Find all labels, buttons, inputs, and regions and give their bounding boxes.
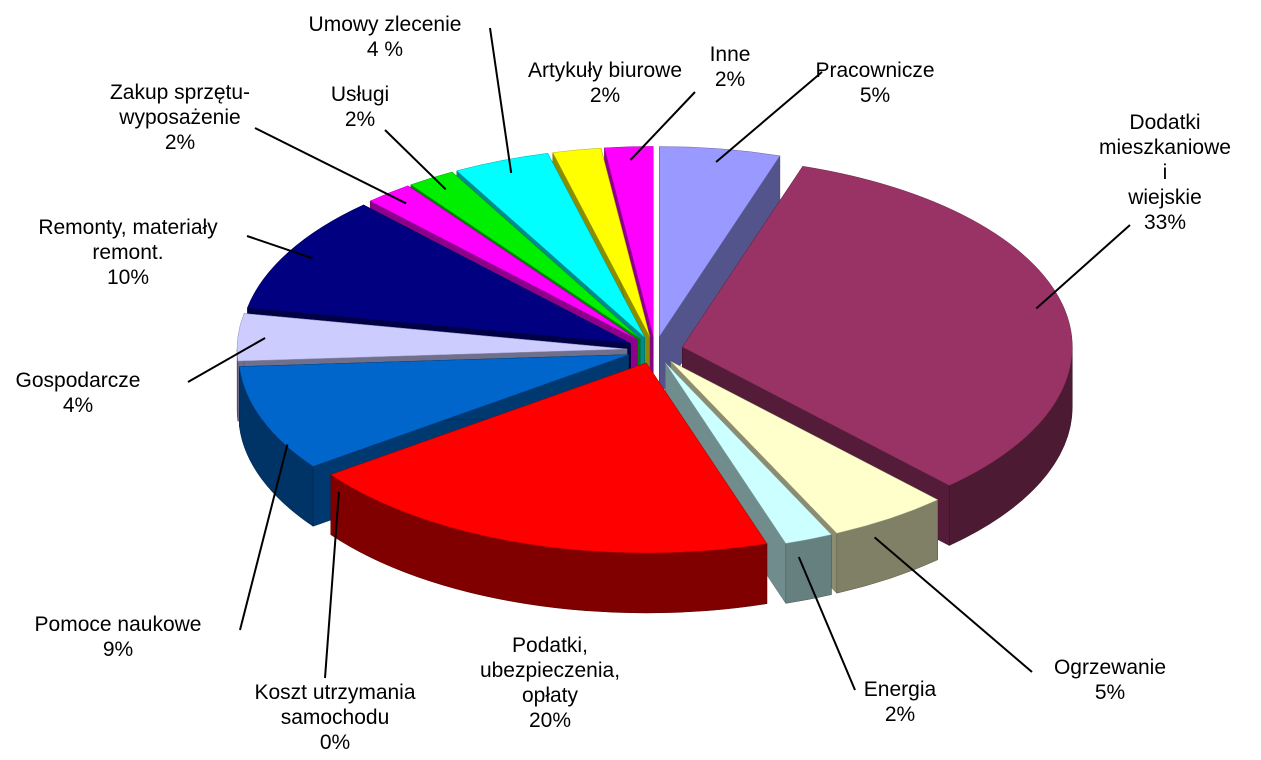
pie-slice <box>239 354 629 467</box>
pie-slice <box>659 146 781 338</box>
slice-label: Podatki, ubezpieczenia, opłaty 20% <box>480 633 620 733</box>
value-label: 2% <box>714 68 746 91</box>
leader-line <box>629 91 696 161</box>
slice-label: Umowy zlecenie 4 % <box>309 12 462 62</box>
pie-slice <box>681 166 1073 486</box>
slice-label: Artykuły biurowe 2% <box>528 58 682 108</box>
pie-slice <box>670 361 939 534</box>
slice-label: Inne 2% <box>710 42 751 92</box>
value-label: 20% <box>528 709 572 732</box>
value-label: 0% <box>319 731 351 754</box>
value-label: 2% <box>884 703 916 726</box>
slice-label: Remonty, materiały remont. 10% <box>38 215 217 290</box>
pie-slice <box>456 153 645 338</box>
category-label: Umowy zlecenie <box>308 13 462 36</box>
category-label: Remonty, materiały remont. <box>38 216 218 264</box>
leader-line <box>254 127 407 205</box>
category-label: Koszt utrzymania samochodu <box>254 681 416 729</box>
slice-label: Koszt utrzymania samochodu 0% <box>254 680 415 755</box>
category-label: Ogrzewanie <box>1053 656 1167 679</box>
leader-line <box>489 27 513 174</box>
category-label: Energia <box>863 678 937 701</box>
value-label: 4% <box>62 394 94 417</box>
pie-slice <box>665 362 832 544</box>
slice-label: Pomoce naukowe 9% <box>35 612 202 662</box>
value-label: 2% <box>164 131 196 154</box>
value-label: 5% <box>1094 681 1126 704</box>
slice-label: Usługi 2% <box>331 82 389 132</box>
slice-label: Dodatki mieszkaniowe i wiejskie 33% <box>1099 110 1231 235</box>
category-label: Usługi <box>330 83 390 106</box>
pie-slice <box>410 171 641 339</box>
slice-side <box>785 534 832 604</box>
slice-label: Zakup sprzętu- wyposażenie 2% <box>110 80 250 155</box>
category-label: Podatki, ubezpieczenia, opłaty <box>479 634 621 707</box>
leader-line <box>246 235 313 260</box>
category-label: Pomoce naukowe <box>34 613 202 636</box>
pie-slice <box>552 147 651 337</box>
slice-label: Energia 2% <box>864 677 936 727</box>
leader-line <box>873 536 1033 673</box>
category-label: Dodatki mieszkaniowe i wiejskie <box>1099 111 1231 209</box>
leader-line <box>384 129 447 191</box>
pie-slice <box>247 204 631 344</box>
slice-label: Gospodarcze 4% <box>16 368 141 418</box>
value-label: 33% <box>1143 211 1187 234</box>
value-label: 2% <box>589 84 621 107</box>
leader-line <box>797 556 856 691</box>
leader-line <box>239 444 289 631</box>
leader-line <box>1035 224 1131 310</box>
pie-slice <box>369 185 638 340</box>
leader-line <box>187 337 266 383</box>
slice-label: Ogrzewanie 5% <box>1054 655 1166 705</box>
pie-slice <box>330 362 768 554</box>
pie-slice <box>604 146 654 337</box>
value-label: 4 % <box>366 38 404 61</box>
leader-line <box>715 71 823 163</box>
slice-label: Pracownicze 5% <box>815 58 934 108</box>
category-label: Zakup sprzętu- wyposażenie <box>109 81 251 129</box>
category-label: Pracownicze <box>815 59 935 82</box>
leader-line <box>324 491 340 679</box>
category-label: Gospodarcze <box>15 369 141 392</box>
category-label: Artykuły biurowe <box>527 59 683 82</box>
value-label: 5% <box>859 84 891 107</box>
value-label: 9% <box>102 638 134 661</box>
value-label: 10% <box>106 266 150 289</box>
category-label: Inne <box>709 43 751 66</box>
value-label: 2% <box>344 108 376 131</box>
pie-slice <box>236 313 628 362</box>
